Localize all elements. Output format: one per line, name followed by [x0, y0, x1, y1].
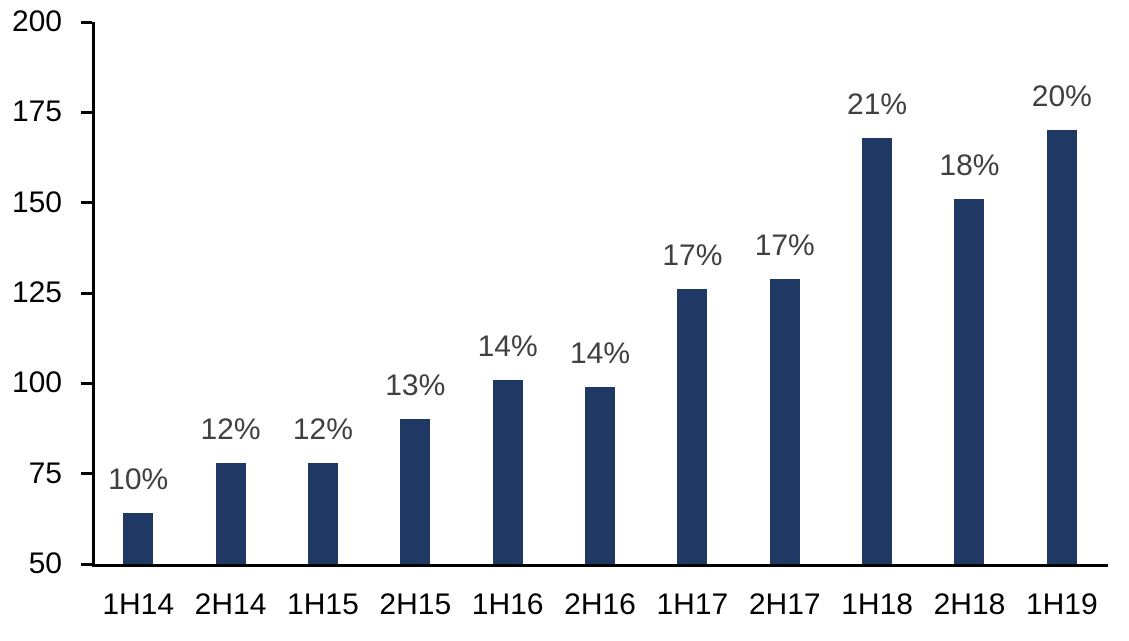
y-axis-tick-mark	[81, 20, 92, 24]
x-axis-category-label: 2H14	[194, 588, 267, 621]
x-axis-category-label: 2H17	[748, 588, 821, 621]
bar-1h16	[492, 379, 523, 564]
x-axis-category-label: 2H15	[379, 588, 452, 621]
y-axis-tick-mark	[81, 291, 92, 295]
bar-1h15	[307, 462, 338, 564]
x-axis-category-label: 2H18	[933, 588, 1006, 621]
bar-2h15	[400, 419, 431, 564]
bar-2h16	[585, 386, 615, 564]
plot-area: 50 75 100 125 150 175 200 10% 1H14 12% 2H14 12% 1H15…	[12, 6, 1108, 620]
x-axis-category-label: 1H17	[656, 588, 729, 621]
bar-value-label: 17%	[754, 228, 815, 262]
bar-1h18	[862, 137, 893, 564]
x-axis-category-label: 1H18	[841, 588, 913, 621]
x-axis-category-label: 1H14	[102, 588, 175, 621]
bar-value-label: 12%	[200, 412, 261, 446]
bar-2h18	[954, 199, 985, 564]
y-axis-tick-mark	[81, 201, 92, 205]
y-axis-tick-label: 125	[11, 276, 62, 309]
y-axis-tick-label: 75	[28, 456, 62, 490]
bar-value-label: 17%	[662, 239, 723, 273]
y-axis-tick-label: 175	[11, 95, 62, 129]
bar-value-label: 12%	[292, 412, 353, 446]
bar-1h14	[123, 513, 154, 564]
y-axis-tick-label: 150	[11, 185, 62, 219]
x-axis-category-label: 1H16	[471, 588, 544, 621]
y-axis-tick-mark	[81, 562, 92, 566]
bar-1h17	[677, 289, 708, 564]
x-axis-category-label: 1H19	[1025, 588, 1098, 621]
y-axis-tick-label: 100	[11, 366, 62, 400]
y-axis-tick-label: 200	[11, 5, 62, 38]
bar-value-label: 14%	[569, 336, 631, 370]
bar-1h19	[1046, 130, 1077, 564]
bar-2h17	[769, 278, 800, 564]
y-axis-tick-label: 50	[28, 547, 62, 580]
x-axis-category-label: 1H15	[287, 588, 359, 621]
bar-value-label: 14%	[477, 329, 538, 363]
x-axis-category-label: 2H16	[564, 588, 636, 621]
bar-value-label: 20%	[1031, 80, 1092, 114]
y-axis-line	[92, 22, 95, 567]
y-axis-tick-mark	[81, 472, 92, 476]
y-axis-tick-mark	[81, 110, 92, 114]
bar-value-label: 13%	[385, 369, 446, 403]
bar-value-label: 18%	[939, 149, 1000, 183]
y-axis-tick-mark	[81, 381, 92, 385]
bar-2h14	[215, 462, 246, 564]
bar-value-label: 21%	[847, 87, 908, 121]
x-axis-line	[92, 564, 1108, 567]
bar-value-label: 10%	[108, 463, 169, 497]
